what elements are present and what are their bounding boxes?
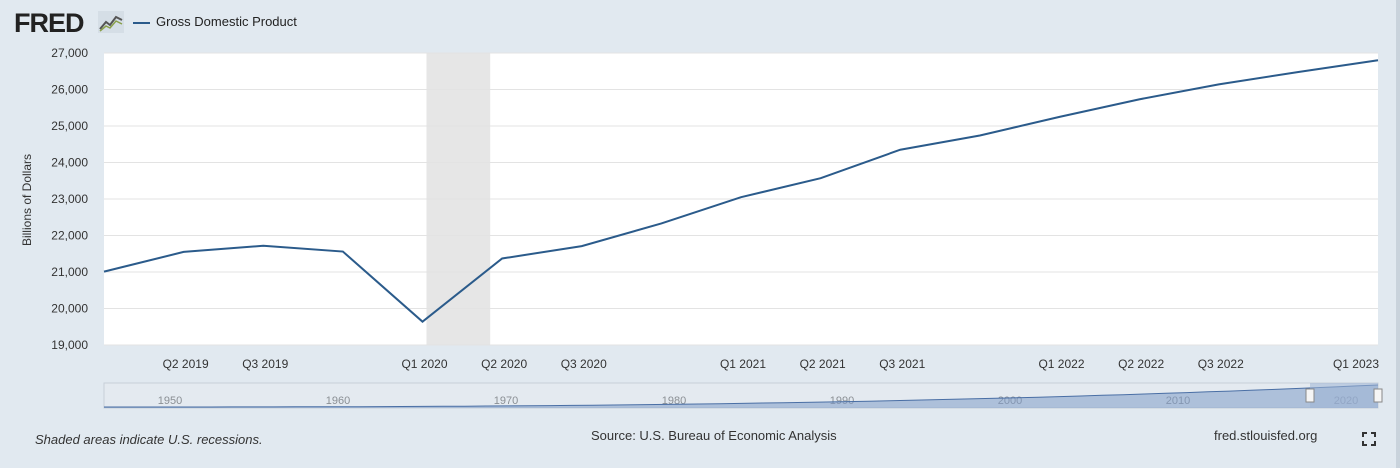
legend-label[interactable]: Gross Domestic Product [156, 14, 297, 29]
x-tick-label: Q1 2021 [720, 357, 766, 371]
x-tick-label: Q3 2021 [879, 357, 925, 371]
navigator-handle[interactable] [1305, 388, 1315, 403]
x-tick-label: Q2 2021 [800, 357, 846, 371]
chart-header: FRED Gross Domestic Product [0, 0, 1400, 46]
recession-note: Shaded areas indicate U.S. recessions. [35, 432, 263, 447]
fred-graph-icon [98, 11, 124, 33]
x-tick-label: Q2 2019 [163, 357, 209, 371]
y-tick-label: 25,000 [51, 119, 88, 133]
y-tick-label: 23,000 [51, 192, 88, 206]
navigator-year-label: 1960 [326, 395, 350, 407]
x-tick-label: Q3 2020 [561, 357, 607, 371]
navigator-handle[interactable] [1373, 388, 1383, 403]
gdp-series-line[interactable] [103, 59, 1379, 323]
x-tick-label: Q2 2022 [1118, 357, 1164, 371]
x-tick-label: Q3 2022 [1198, 357, 1244, 371]
navigator-line [104, 384, 1379, 408]
y-tick-label: 19,000 [51, 338, 88, 352]
navigator-year-label: 1950 [158, 395, 182, 407]
y-tick-label: 24,000 [51, 156, 88, 170]
source-note: Source: U.S. Bureau of Economic Analysis [591, 428, 837, 443]
x-tick-label: Q2 2020 [481, 357, 527, 371]
navigator-year-label: 1970 [494, 395, 518, 407]
x-tick-label: Q1 2022 [1038, 357, 1084, 371]
y-tick-label: 26,000 [51, 83, 88, 97]
navigator-area [104, 385, 1378, 408]
y-tick-label: 21,000 [51, 265, 88, 279]
site-link[interactable]: fred.stlouisfed.org [1214, 428, 1318, 443]
fullscreen-icon[interactable] [1362, 432, 1376, 446]
legend-swatch [133, 22, 150, 24]
fred-logo[interactable]: FRED [14, 8, 84, 38]
y-tick-label: 27,000 [51, 46, 88, 60]
x-tick-label: Q3 2019 [242, 357, 288, 371]
x-tick-label: Q1 2023 [1333, 357, 1379, 371]
right-border [1396, 0, 1400, 468]
y-tick-label: 20,000 [51, 302, 88, 316]
x-tick-label: Q1 2020 [401, 357, 447, 371]
navigator-selection[interactable] [1310, 383, 1378, 408]
y-tick-label: 22,000 [51, 229, 88, 243]
